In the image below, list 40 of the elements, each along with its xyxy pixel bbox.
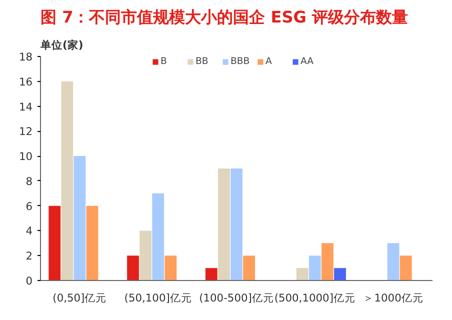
bar (321, 243, 334, 280)
bar (86, 206, 98, 280)
y-axis-title: 单位(家) (40, 38, 84, 52)
x-tick-label: (50,100]亿元 (124, 292, 192, 304)
y-tick-label: 16 (18, 75, 33, 88)
bar (164, 256, 177, 280)
x-tick-label: (100-500]亿元 (199, 292, 274, 304)
bar (230, 168, 242, 280)
bar (218, 168, 230, 280)
y-tick-label: 4 (26, 224, 33, 238)
legend-label: BBB (230, 56, 250, 67)
bar (296, 268, 308, 280)
x-tick-label: ＞1000亿元 (363, 292, 424, 304)
y-tick-label: 2 (26, 250, 32, 263)
bar (74, 156, 86, 280)
bar (400, 256, 412, 280)
legend-label: BB (196, 56, 210, 67)
bar (127, 256, 139, 280)
bar (387, 243, 400, 280)
legend-label: AA (300, 56, 315, 67)
x-tick-label: (500,1000]亿元 (274, 292, 356, 304)
legend-label: A (266, 56, 273, 67)
bar (140, 230, 152, 280)
y-tick-label: 18 (18, 50, 33, 64)
y-tick-label: 10 (18, 150, 33, 164)
y-tick-label: 8 (26, 174, 33, 188)
bar (205, 268, 218, 280)
bar (48, 206, 61, 280)
x-tick-label: (0,50]亿元 (52, 292, 107, 304)
y-tick-label: 12 (18, 125, 33, 138)
bar (334, 268, 346, 280)
chart-title: 图 7：不同市值规模大小的国企 ESG 评级分布数量 (40, 8, 408, 26)
bar (61, 81, 74, 280)
y-tick-label: 6 (26, 200, 33, 213)
y-tick-label: 14 (18, 100, 33, 114)
bar (308, 256, 321, 280)
bar (152, 193, 164, 280)
y-tick-label: 0 (26, 274, 33, 288)
bar (243, 256, 255, 280)
legend-label: B (160, 56, 168, 67)
